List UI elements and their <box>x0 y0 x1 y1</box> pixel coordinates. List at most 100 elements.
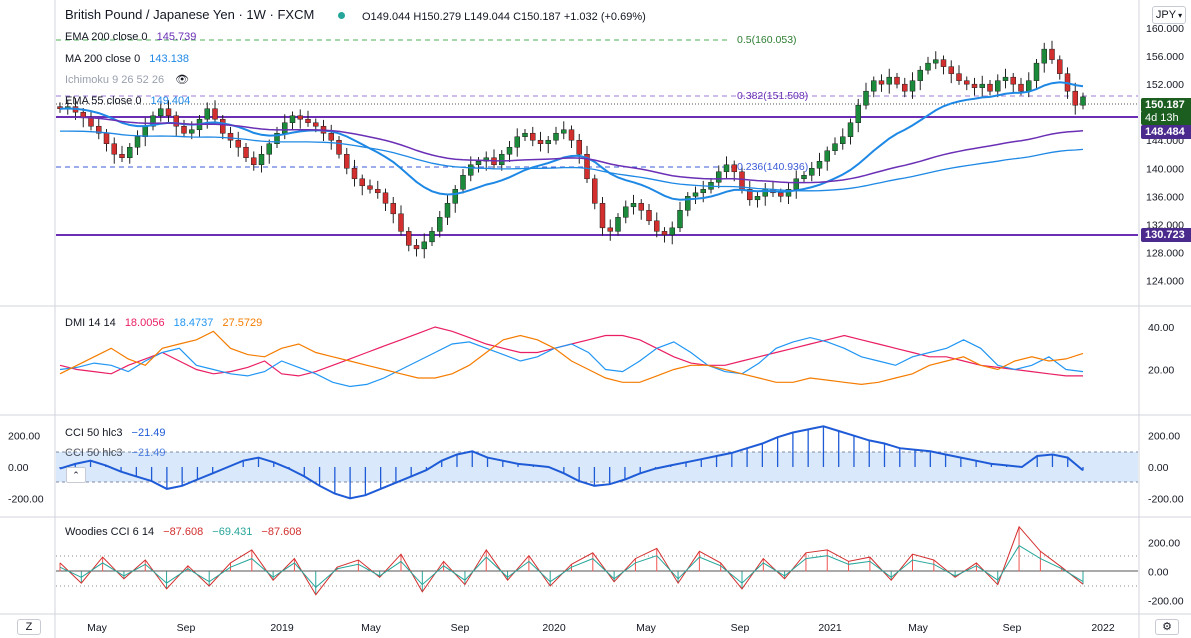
ma200-legend[interactable]: MA 200 close 0 143.138 <box>65 52 189 66</box>
candle-body <box>204 108 210 120</box>
price-tick-label: 128.000 <box>1146 247 1184 259</box>
candle-body <box>367 185 373 190</box>
ema55-legend[interactable]: EMA 55 close 0 149.404 <box>65 94 190 108</box>
candle-body <box>359 178 365 187</box>
candle-body <box>592 178 598 204</box>
candlestick-series <box>57 40 1086 259</box>
ema200-name: EMA 200 close 0 <box>65 31 148 43</box>
candle-body <box>584 154 590 180</box>
candle-body <box>917 69 923 81</box>
candle-body <box>142 125 148 137</box>
countdown-tag: 4d 13h <box>1141 111 1191 125</box>
candle-body <box>382 192 389 204</box>
cci-name: CCI 50 hlc3 <box>65 427 123 439</box>
price-pane[interactable] <box>56 39 1138 259</box>
ohlc-readout: O149.044 H150.279 L149.044 C150.187 +1.0… <box>362 11 646 23</box>
candle-body <box>506 146 513 155</box>
cci-pane[interactable] <box>56 425 1138 500</box>
candle-body <box>692 192 699 197</box>
candle-body <box>390 203 396 215</box>
candle-body <box>863 90 869 106</box>
candle-body <box>189 129 195 134</box>
candle-body <box>336 139 342 155</box>
woodies-pane[interactable] <box>56 525 1138 596</box>
dmi-axis[interactable]: 20.00 40.00 <box>1148 322 1174 377</box>
cci-legend[interactable]: CCI 50 hlc3 −21.49 <box>65 426 166 440</box>
candle-body <box>855 104 861 123</box>
fib-0382-label: 0.382(151.508) <box>737 90 809 102</box>
candle-body <box>568 129 575 141</box>
candle-body <box>119 154 125 159</box>
candle-body <box>871 80 877 92</box>
woodies-legend[interactable]: Woodies CCI 6 14 −87.608 −69.431 −87.608 <box>65 525 302 539</box>
candle-body <box>134 136 141 148</box>
dmi-pane[interactable] <box>59 326 1084 388</box>
eye-off-icon[interactable]: 👁 <box>175 74 190 86</box>
candle-body <box>437 217 443 232</box>
candle-body <box>623 206 629 218</box>
woodies-histogram <box>59 526 1084 595</box>
candle-body <box>421 241 427 250</box>
gear-icon: ⚙ <box>1162 621 1172 633</box>
ema-200-line <box>60 116 1084 184</box>
cci-axis[interactable]: -200.00 -200.00 0.00 0.00 200.00 200.00 <box>8 431 1184 506</box>
candle-body <box>344 154 350 169</box>
candle-body <box>96 125 102 134</box>
candle-body <box>599 203 606 229</box>
time-tick-label: May <box>636 622 657 634</box>
candle-body <box>537 139 544 144</box>
ma-200-line <box>60 130 1084 192</box>
cci-name-ghost: CCI 50 hlc3 <box>65 447 123 459</box>
fib-0236-label: 0.236(140.936) <box>737 161 809 173</box>
currency-selector[interactable]: JPY ▾ <box>1152 6 1186 24</box>
candle-body <box>615 217 621 232</box>
price-axis[interactable]: 124.000128.000132.000136.000140.000144.0… <box>1146 23 1184 287</box>
candle-body <box>1080 96 1086 106</box>
dmi-legend[interactable]: DMI 14 14 18.0056 18.4737 27.5729 <box>65 316 262 330</box>
candle-body <box>328 132 334 141</box>
zoom-reset-button[interactable]: Z <box>17 619 41 635</box>
woodies-tick-label: 200.00 <box>1148 538 1180 550</box>
candle-body <box>646 210 652 222</box>
candle-body <box>1002 76 1009 81</box>
candle-body <box>561 129 567 134</box>
time-tick-label: Sep <box>451 622 470 634</box>
candle-body <box>1026 80 1032 92</box>
cci-value: −21.49 <box>131 427 166 439</box>
candle-body <box>716 171 722 183</box>
candle-body <box>1049 48 1055 60</box>
ema200-legend[interactable]: EMA 200 close 0 145.739 <box>65 30 196 44</box>
price-tick-label: 124.000 <box>1146 275 1184 287</box>
candle-body <box>700 189 706 194</box>
candle-body <box>909 80 916 92</box>
cci-tick-label-right: -200.00 <box>1148 493 1184 505</box>
ichimoku-legend[interactable]: Ichimoku 9 26 52 26 👁 <box>65 73 189 87</box>
candle-body <box>801 175 807 180</box>
cci-tick-label-right: 200.00 <box>1148 431 1180 443</box>
candle-body <box>243 146 249 159</box>
time-axis[interactable]: May Sep 2019 May Sep 2020 May Sep 2021 May Sep 2022 <box>87 622 1115 634</box>
last-price-tag: 150.187 <box>1141 98 1191 112</box>
candle-body <box>1018 83 1024 92</box>
dmi-value-3: 27.5729 <box>222 317 263 329</box>
ema55-value: 149.404 <box>150 95 191 107</box>
candle-body <box>530 132 536 141</box>
settings-button[interactable]: ⚙ <box>1155 619 1179 635</box>
collapse-button[interactable]: ⌃ <box>66 467 86 483</box>
dmi-tick-label: 40.00 <box>1148 322 1174 334</box>
candle-body <box>1010 76 1016 85</box>
woodies-axis[interactable]: -200.00 0.00 200.00 <box>1148 538 1184 608</box>
woodies-tick-label: -200.00 <box>1148 595 1184 607</box>
candle-body <box>824 150 830 162</box>
time-tick-label: May <box>908 622 929 634</box>
candle-body <box>677 210 683 229</box>
candle-body <box>847 122 854 137</box>
candle-body <box>444 203 451 218</box>
price-tick-label: 156.000 <box>1146 51 1184 63</box>
candle-body <box>127 146 133 159</box>
candle-body <box>429 231 435 243</box>
symbol-title[interactable]: British Pound / Japanese Yen · 1W · FXCM <box>65 7 315 22</box>
